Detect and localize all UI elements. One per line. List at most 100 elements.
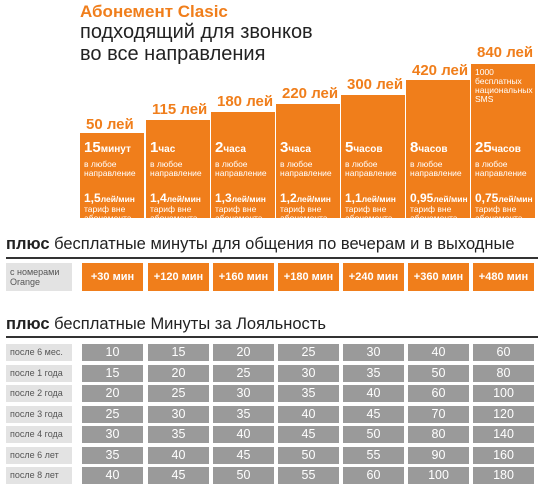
plan-rate-unit: лей/мин (166, 194, 201, 204)
plan-minutes: 5часов (345, 139, 383, 157)
plan-rate: 0,75лей/мин (475, 189, 533, 207)
loyalty-cell: 50 (408, 365, 469, 382)
plan-column: 3часа в любое направление 1,2лей/мин тариф … (276, 104, 340, 218)
plan-minutes-number: 25 (475, 139, 492, 156)
loyalty-title-rest: бесплатные Минуты за Лояльность (49, 315, 326, 333)
loyalty-cell: 10 (82, 344, 143, 361)
plan-rate-unit: лей/мин (361, 194, 396, 204)
loyalty-cell: 40 (82, 467, 143, 484)
loyalty-row-label: после 8 лет (6, 467, 72, 484)
loyalty-cell: 25 (278, 344, 339, 361)
plan-rate: 1,1лей/мин (345, 189, 396, 207)
plan-direction: в любое направление (150, 159, 202, 178)
bonus-minutes-chip: +240 мин (343, 263, 404, 291)
loyalty-cell: 70 (408, 406, 469, 423)
plan-minutes-number: 1 (150, 139, 159, 156)
plan-price: 420 лей (412, 62, 469, 79)
loyalty-cell: 80 (408, 426, 469, 443)
bonus-minutes-chip: +30 мин (82, 263, 143, 291)
loyalty-cell: 50 (343, 426, 404, 443)
plan-rate-number: 0,75 (475, 191, 499, 205)
loyalty-cell: 35 (148, 426, 209, 443)
loyalty-cell: 120 (473, 406, 534, 423)
loyalty-cell: 40 (278, 406, 339, 423)
loyalty-cell: 140 (473, 426, 534, 443)
loyalty-cell: 180 (473, 467, 534, 484)
plan-minutes-number: 5 (345, 139, 354, 156)
plan-tariff-note: тариф вне абонемента (215, 204, 263, 219)
plan-price: 220 лей (282, 85, 339, 102)
plan-minutes-number: 15 (84, 139, 101, 156)
plan-direction: в любое направление (215, 159, 267, 178)
loyalty-cell: 30 (278, 365, 339, 382)
plan-price: 180 лей (217, 93, 274, 110)
plan-rate-unit: лей/мин (100, 194, 135, 204)
bonus-divider (6, 257, 538, 259)
loyalty-cell: 30 (343, 344, 404, 361)
plan-minutes: 15минут (84, 139, 131, 157)
loyalty-cell: 50 (278, 447, 339, 464)
loyalty-divider (6, 336, 538, 338)
plan-rate: 0,95лей/мин (410, 189, 468, 207)
bonus-minutes-chip: +180 мин (278, 263, 339, 291)
loyalty-cell: 100 (473, 385, 534, 402)
plan-tariff-note: тариф вне абонемента (345, 204, 393, 219)
plan-rate: 1,3лей/мин (215, 189, 266, 207)
loyalty-row-label: после 6 мес. (6, 344, 72, 361)
loyalty-cell: 20 (82, 385, 143, 402)
plan-price: 300 лей (347, 76, 404, 93)
loyalty-row-label: после 2 года (6, 385, 72, 402)
loyalty-cell: 45 (278, 426, 339, 443)
plan-rate: 1,2лей/мин (280, 189, 331, 207)
plan-direction: в любое направление (84, 159, 136, 178)
loyalty-cell: 25 (148, 385, 209, 402)
loyalty-cell: 15 (148, 344, 209, 361)
plan-rate-number: 1,4 (150, 191, 167, 205)
plan-price: 50 лей (86, 116, 134, 133)
loyalty-cell: 45 (148, 467, 209, 484)
plan-minutes-unit: часа (223, 144, 246, 155)
plan-minutes-unit: час (158, 144, 176, 155)
plan-minutes-unit: часов (353, 144, 383, 155)
plan-direction: в любое направление (410, 159, 462, 178)
loyalty-cell: 60 (473, 344, 534, 361)
loyalty-cell: 160 (473, 447, 534, 464)
loyalty-cell: 30 (148, 406, 209, 423)
loyalty-cell: 20 (213, 344, 274, 361)
loyalty-cell: 25 (82, 406, 143, 423)
plan-minutes: 25часов (475, 139, 521, 157)
plan-column: 1000 бесплатных национальных SMS 25часов в… (471, 64, 535, 218)
loyalty-cell: 55 (343, 447, 404, 464)
plan-subtitle-line1: подходящий для звонков (80, 21, 313, 43)
plan-direction: в любое направление (475, 159, 527, 178)
plan-rate-number: 0,95 (410, 191, 434, 205)
loyalty-cell: 80 (473, 365, 534, 382)
loyalty-row-label: после 3 года (6, 406, 72, 423)
plan-direction: в любое направление (345, 159, 397, 178)
plan-title: Абонемент Clasic (80, 2, 228, 21)
plan-rate-number: 1,1 (345, 191, 362, 205)
loyalty-cell: 45 (213, 447, 274, 464)
loyalty-cell: 30 (82, 426, 143, 443)
plan-column: 15минут в любое направление 1,5лей/мин тари… (80, 133, 144, 218)
loyalty-cell: 60 (343, 467, 404, 484)
plan-rate-unit: лей/мин (433, 194, 468, 204)
loyalty-cell: 35 (213, 406, 274, 423)
loyalty-cell: 30 (213, 385, 274, 402)
bonus-minutes-chip: +160 мин (213, 263, 274, 291)
loyalty-cell: 100 (408, 467, 469, 484)
plan-minutes-unit: часов (418, 144, 448, 155)
plan-price: 115 лей (152, 101, 208, 118)
loyalty-cell: 15 (82, 365, 143, 382)
plan-minutes-number: 2 (215, 139, 224, 156)
plan-tariff-note: тариф вне абонемента (150, 204, 198, 219)
loyalty-title-bold: плюс (6, 315, 50, 333)
plan-column: 2часа в любое направление 1,3лей/мин тариф … (211, 112, 275, 218)
plan-subtitle-line2: во все направления (80, 43, 266, 65)
bonus-section-title: плюс бесплатные минуты для общения по ве… (6, 235, 515, 254)
bonus-title-rest: бесплатные минуты для общения по вечерам… (49, 235, 515, 253)
bonus-title-bold: плюс (6, 235, 50, 253)
plan-rate-number: 1,3 (215, 191, 232, 205)
loyalty-row-label: после 1 года (6, 365, 72, 382)
plan-column: 5часов в любое направление 1,1лей/мин тариф… (341, 95, 405, 218)
